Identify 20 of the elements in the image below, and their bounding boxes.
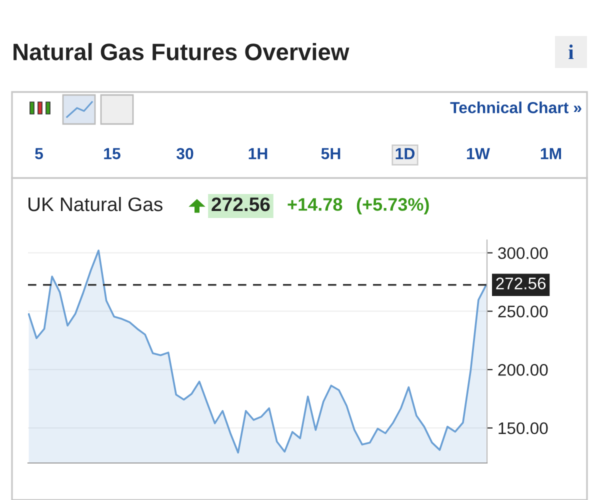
y-tick-label: 150.00 (498, 422, 548, 434)
text: (+5.73%) (356, 198, 429, 214)
text: +14.78 (288, 198, 342, 211)
chart-title: Natural Gas Futures Overview (14, 42, 350, 60)
y-tick-label: 300.00 (498, 247, 548, 260)
text: 30 (176, 148, 194, 160)
text: 272.56 (212, 197, 270, 212)
text: 5 (35, 148, 43, 160)
y-tick-label: 250.00 (498, 306, 548, 318)
text: Technical Chart » (450, 102, 582, 114)
text: 1M (540, 148, 562, 160)
text: 1W (467, 148, 490, 160)
text: i (568, 44, 574, 60)
text: 1D (396, 148, 415, 160)
text: 5H (321, 148, 340, 160)
text: UK Natural Gas (28, 196, 162, 212)
text: 15 (104, 148, 120, 160)
y-tick-label: 200.00 (498, 364, 548, 376)
ref-line-label: 272.56 (496, 278, 546, 290)
text: 1H (248, 148, 268, 160)
